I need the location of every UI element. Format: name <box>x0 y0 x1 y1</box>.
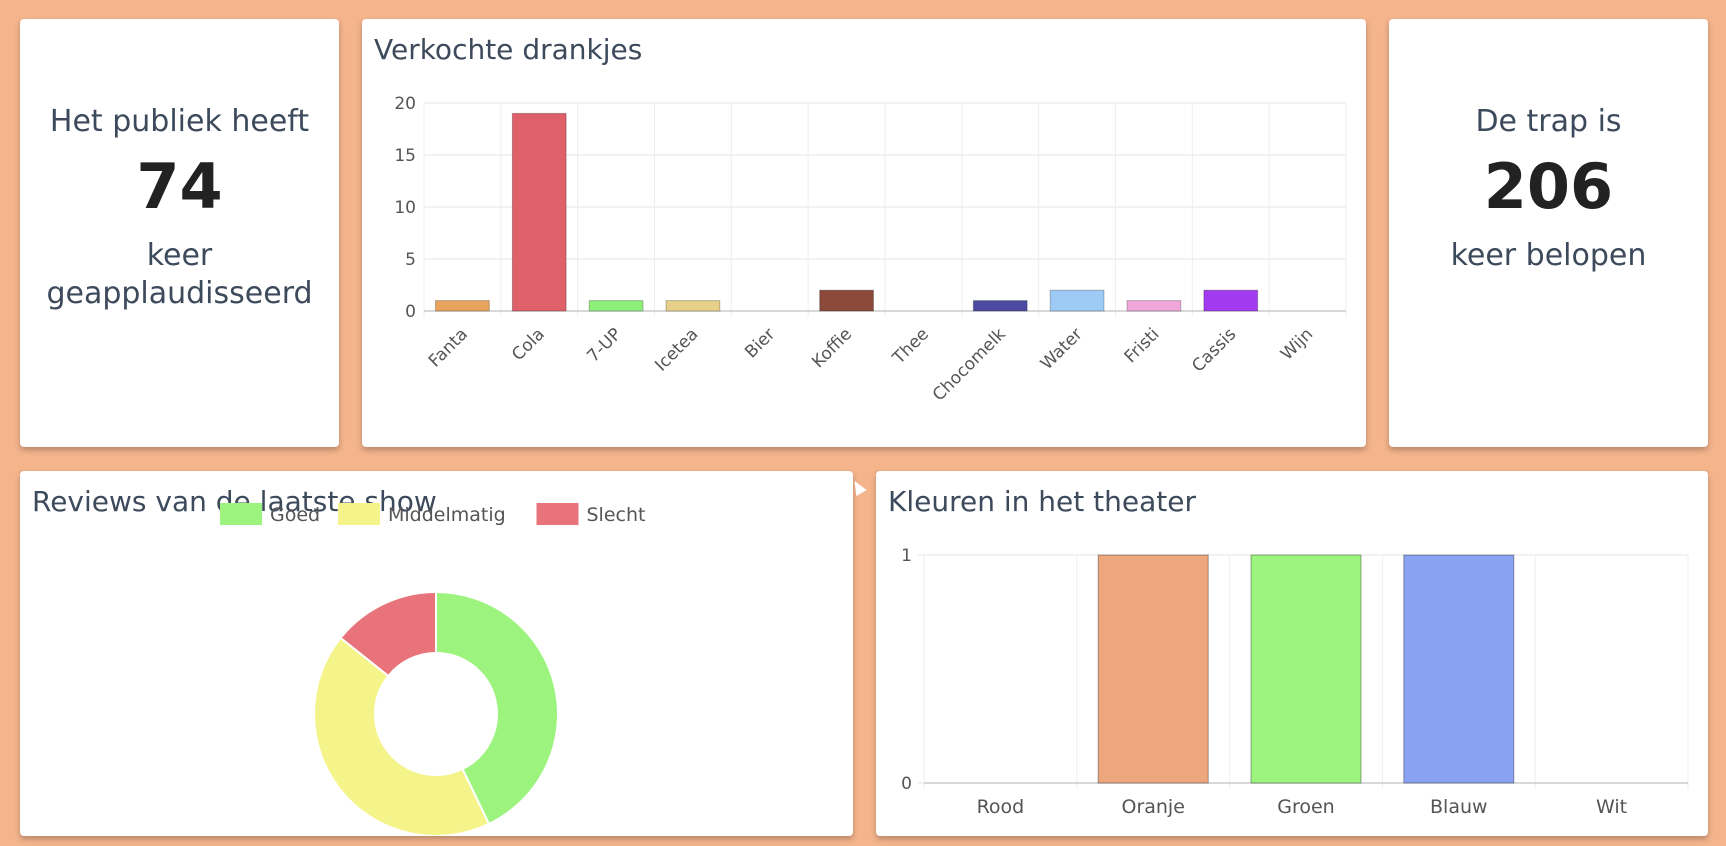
reviews-chart: Goed Middelmatig Slecht <box>220 503 646 836</box>
legend-swatch <box>536 503 579 525</box>
applause-suffix-1: keer <box>146 238 213 273</box>
bar-icetea <box>665 300 721 312</box>
drinks-chart: 0 5 10 15 20 Fanta Cola 7-UP Icetea Bier Koffie The… <box>394 94 1347 405</box>
y-tick-label: 0 <box>901 774 912 794</box>
x-tick-label: Wit <box>1596 796 1627 818</box>
bar-chocomelk <box>972 300 1028 312</box>
x-tick-label: Icetea <box>651 324 702 375</box>
x-tick-label: Wijn <box>1277 324 1317 364</box>
y-tick-label: 20 <box>394 94 416 114</box>
bar-koffie <box>819 289 874 312</box>
legend-label: Goed <box>270 504 320 526</box>
y-tick-label: 0 <box>405 302 416 322</box>
drinks-card: Verkochte drankjes 0 5 10 15 20 Fanta Cola 7-UP… <box>362 19 1366 447</box>
bar-7-up <box>588 300 644 312</box>
y-tick-label: 15 <box>394 146 416 166</box>
legend-swatch <box>338 503 380 525</box>
x-tick-label: Cassis <box>1188 324 1240 376</box>
applause-prefix: Het publiek heeft <box>49 104 310 139</box>
bar-fristi <box>1126 300 1182 312</box>
x-tick-label: 7-UP <box>583 324 625 366</box>
x-tick-label: Chocomelk <box>929 324 1010 405</box>
x-tick-label: Bier <box>741 324 779 362</box>
stairs-prefix: De trap is <box>1475 104 1622 139</box>
y-tick-label: 1 <box>901 546 912 566</box>
x-tick-label: Thee <box>888 324 933 369</box>
x-tick-label: Blauw <box>1430 796 1488 818</box>
legend-label: Slecht <box>587 504 646 526</box>
legend-swatch <box>220 503 262 525</box>
colors-card: Kleuren in het theater 0 1 Rood Oranje Groen… <box>876 471 1708 836</box>
colors-title: Kleuren in het theater <box>888 485 1196 518</box>
applause-card: Het publiek heeft 74 keer geapplaudissee… <box>20 19 339 447</box>
bar-blauw <box>1403 554 1515 784</box>
drinks-title: Verkochte drankjes <box>374 33 643 66</box>
legend-label: Middelmatig <box>388 504 506 526</box>
stairs-card: De trap is 206 keer belopen <box>1389 19 1708 447</box>
x-tick-label: Water <box>1037 324 1087 374</box>
slice-middelmatig <box>313 636 491 836</box>
x-tick-label: Fanta <box>425 324 472 371</box>
bar-cola <box>511 112 567 312</box>
x-tick-label: Rood <box>977 796 1025 818</box>
colors-chart: 0 1 Rood Oranje Groen Blauw Wit <box>901 546 1689 818</box>
bar-cassis <box>1203 289 1259 312</box>
applause-suffix-2: geapplaudisseerd <box>46 276 313 311</box>
bar-oranje <box>1097 554 1209 784</box>
reviews-card: Reviews van de laatste show Goed Middelma… <box>20 471 853 836</box>
bar-groen <box>1250 554 1362 784</box>
slice-goed <box>435 590 559 826</box>
bar-water <box>1049 289 1105 312</box>
slice-slecht <box>339 590 437 678</box>
y-tick-label: 5 <box>405 250 416 270</box>
stairs-suffix: keer belopen <box>1450 238 1647 273</box>
y-tick-label: 10 <box>394 198 416 218</box>
bar-fanta <box>435 300 490 312</box>
x-tick-label: Groen <box>1277 796 1334 818</box>
x-tick-label: Cola <box>508 324 549 365</box>
applause-count: 74 <box>136 150 223 223</box>
x-tick-label: Oranje <box>1121 796 1184 818</box>
stairs-count: 206 <box>1483 150 1614 223</box>
x-tick-label: Fristi <box>1121 324 1164 367</box>
x-tick-label: Koffie <box>808 324 856 372</box>
